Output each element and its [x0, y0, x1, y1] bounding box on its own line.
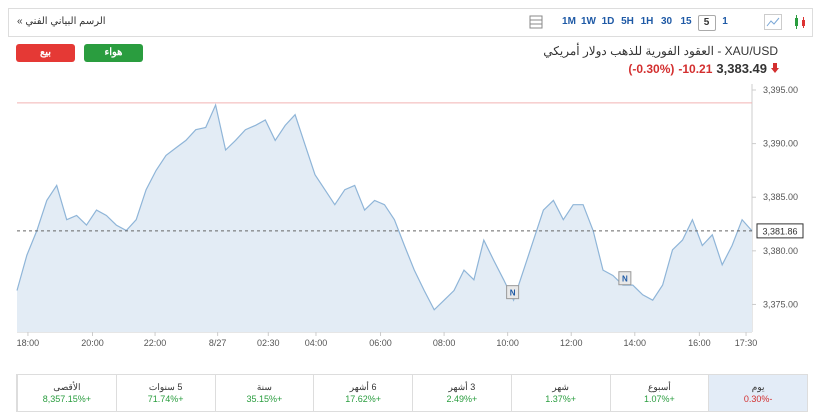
performance-cell[interactable]: 5 سنوات +71.74%: [115, 375, 215, 411]
performance-cell[interactable]: 6 أشهر +17.62%: [313, 375, 412, 411]
period-change: +8,357.15%: [42, 394, 92, 404]
y-tick-label: 3,395.00: [763, 85, 798, 95]
timeframe-button[interactable]: 5H: [621, 16, 634, 27]
x-tick-label: 14:00: [624, 338, 647, 348]
timeframe-button[interactable]: 1M: [562, 16, 576, 27]
y-tick-label: 3,375.00: [763, 299, 798, 309]
news-marker: [618, 271, 632, 286]
x-tick-label: 12:00: [560, 338, 583, 348]
performance-cell[interactable]: سنة +35.15%: [214, 375, 314, 411]
x-tick-label: 16:00: [688, 338, 711, 348]
timeframe-button[interactable]: 1W: [581, 16, 596, 27]
performance-table: يوم -0.30% أسبوع +1.07% شهر +1.37% 3 أشهر +2.49…: [16, 374, 808, 412]
x-tick-label: 8/27: [209, 338, 227, 348]
timeframe-button[interactable]: 30: [660, 16, 673, 27]
technical-chart-link[interactable]: الرسم البياني الفني »: [17, 16, 106, 27]
buy-button[interactable]: هواء: [84, 44, 143, 62]
x-tick-label: 20:00: [81, 338, 104, 348]
timeframe-button[interactable]: 1H: [640, 16, 654, 27]
news-marker: [506, 285, 520, 300]
period-label: 6 أشهر: [349, 382, 377, 392]
performance-cell[interactable]: الأقصى +8,357.15%: [17, 375, 116, 411]
x-tick-label: 06:00: [369, 338, 392, 348]
x-tick-label: 18:00: [17, 338, 40, 348]
performance-cell[interactable]: أسبوع +1.07%: [609, 375, 709, 411]
candle-icon[interactable]: [792, 14, 808, 30]
timeframe-button[interactable]: 1: [722, 16, 728, 27]
period-label: سنة: [256, 382, 272, 392]
change: -10.21: [678, 62, 713, 76]
x-tick-label: 04:00: [305, 338, 328, 348]
line-chart-icon[interactable]: [764, 14, 782, 30]
timeframe-button[interactable]: 5: [697, 15, 716, 31]
y-tick-label: 3,385.00: [763, 192, 798, 202]
x-tick-label: 02:30: [257, 338, 280, 348]
performance-cell[interactable]: شهر +1.37%: [510, 375, 610, 411]
timeframe-button[interactable]: 15: [680, 16, 692, 27]
news-marker-label: N: [510, 289, 516, 298]
performance-cell[interactable]: يوم -0.30%: [708, 375, 807, 411]
period-label: 5 سنوات: [148, 382, 183, 392]
period-label: أسبوع: [647, 382, 671, 392]
price: 3,383.49: [716, 61, 767, 76]
period-change: +35.15%: [246, 394, 283, 404]
performance-cell[interactable]: 3 أشهر +2.49%: [412, 375, 511, 411]
period-label: 3 أشهر: [448, 382, 476, 392]
x-tick-label: 22:00: [144, 338, 167, 348]
period-change: +71.74%: [147, 394, 184, 404]
change-pct: (-0.30%): [628, 62, 675, 76]
table-icon[interactable]: [529, 15, 543, 29]
x-tick-label: 10:00: [496, 338, 519, 348]
chart: Investing.com3,381.863,375.003,380.003,3…: [16, 84, 804, 348]
news-marker-label: N: [622, 275, 628, 284]
period-label: شهر: [552, 382, 569, 392]
area-fill: [17, 105, 752, 332]
period-label: الأقصى: [53, 382, 81, 392]
period-change: -0.30%: [743, 394, 773, 404]
timeframe-button[interactable]: 1D: [601, 16, 615, 27]
period-label: يوم: [751, 382, 765, 392]
last-price-label: 3,381.86: [762, 226, 797, 236]
period-change: +17.62%: [345, 394, 382, 404]
toolbar: الرسم البياني الفني » 1M 1W 1D 5H 1H 30 15 5 1: [8, 8, 813, 37]
period-change: +1.07%: [643, 394, 675, 404]
down-arrow: [771, 63, 779, 73]
x-tick-label: 17:30: [735, 338, 758, 348]
price-line: (-0.30%) -10.21 3,383.49: [628, 61, 779, 76]
instrument-name: XAU/USD - العقود الفورية للذهب دولار أمر…: [543, 44, 778, 58]
period-change: +2.49%: [446, 394, 478, 404]
x-tick-label: 08:00: [433, 338, 456, 348]
last-price-box: [756, 223, 804, 239]
period-change: +1.37%: [545, 394, 577, 404]
sell-button[interactable]: بيع: [16, 44, 75, 62]
y-tick-label: 3,390.00: [763, 139, 798, 149]
y-tick-label: 3,380.00: [763, 246, 798, 256]
